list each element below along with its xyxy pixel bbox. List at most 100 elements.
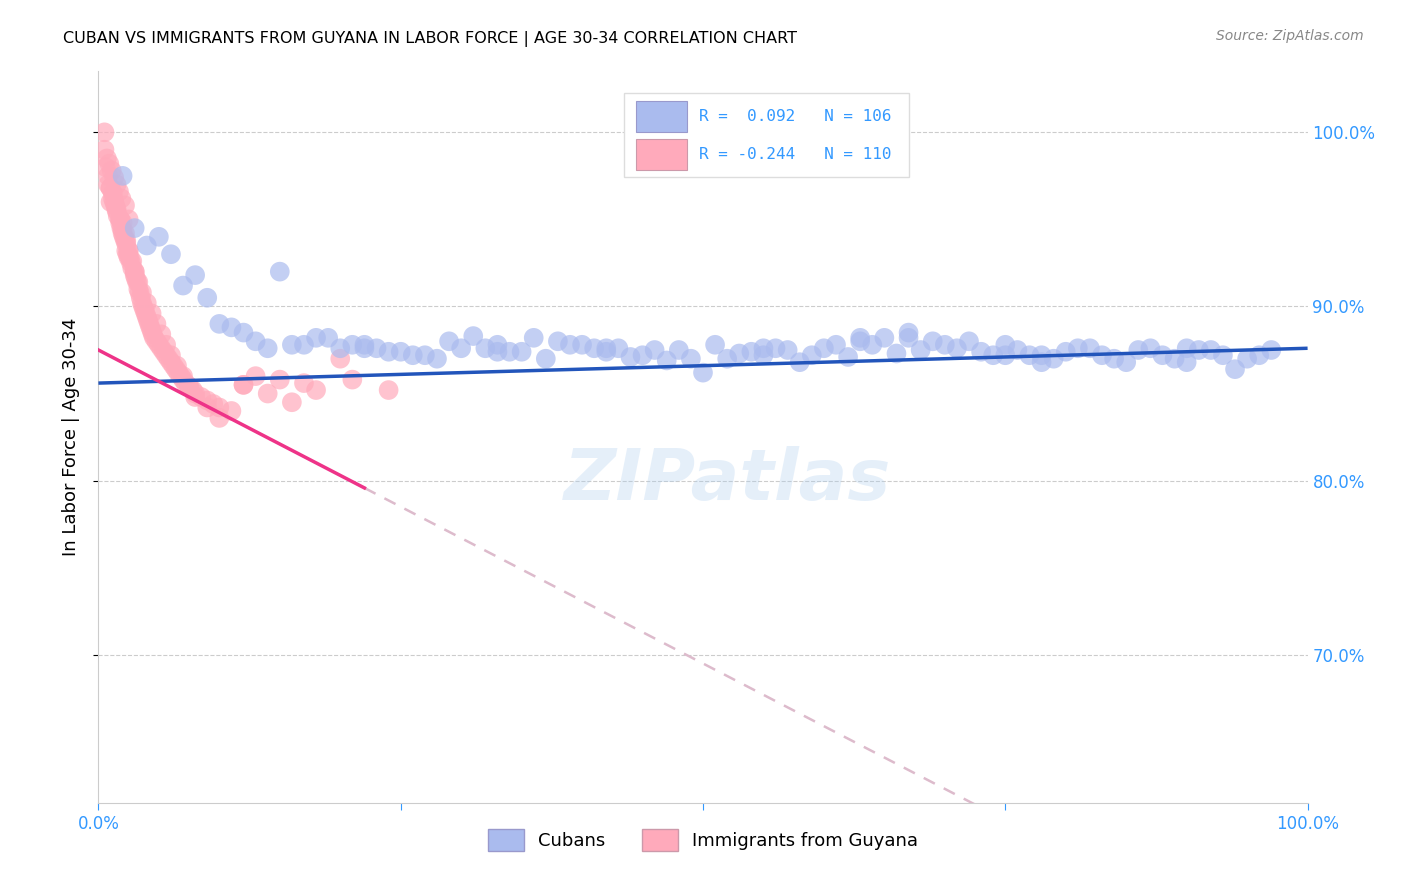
Point [195, 393, 218, 408]
Point [994, 338, 1017, 352]
Point [981, 348, 1004, 362]
Point [124, 265, 146, 279]
Point [897, 331, 920, 345]
Point [141, 306, 163, 320]
Point [256, 341, 278, 355]
Point [135, 238, 157, 252]
Point [1054, 344, 1077, 359]
Point [105, 202, 128, 216]
Point [595, 341, 617, 355]
Point [897, 326, 920, 340]
Point [179, 379, 201, 393]
Point [232, 326, 254, 340]
Point [121, 254, 143, 268]
Point [1223, 362, 1246, 376]
Point [103, 194, 125, 209]
Point [118, 212, 141, 227]
Point [202, 397, 225, 411]
Point [740, 344, 762, 359]
Point [1212, 348, 1234, 362]
Point [1163, 351, 1185, 366]
Point [668, 343, 690, 357]
Point [208, 317, 231, 331]
Point [510, 344, 533, 359]
Point [655, 353, 678, 368]
Point [111, 169, 134, 183]
Point [571, 338, 593, 352]
Point [131, 285, 153, 300]
Point [150, 327, 173, 342]
FancyBboxPatch shape [624, 94, 908, 178]
Point [127, 275, 149, 289]
Point [269, 265, 291, 279]
Point [93, 125, 115, 139]
Point [181, 383, 204, 397]
Point [595, 344, 617, 359]
Point [607, 341, 630, 355]
Point [486, 344, 509, 359]
Point [157, 351, 180, 366]
Point [342, 373, 364, 387]
Point [765, 341, 787, 355]
Point [281, 395, 304, 409]
Point [1031, 355, 1053, 369]
Point [752, 348, 775, 362]
Point [98, 156, 121, 170]
Point [107, 209, 129, 223]
Point [167, 366, 190, 380]
Point [145, 334, 167, 349]
Point [329, 351, 352, 366]
Text: CUBAN VS IMMIGRANTS FROM GUYANA IN LABOR FORCE | AGE 30-34 CORRELATION CHART: CUBAN VS IMMIGRANTS FROM GUYANA IN LABOR… [63, 31, 797, 47]
Point [752, 341, 775, 355]
Point [873, 331, 896, 345]
Point [145, 317, 167, 331]
Point [136, 313, 159, 327]
Point [232, 377, 254, 392]
Point [179, 379, 201, 393]
Point [160, 355, 183, 369]
Point [1260, 343, 1282, 357]
Point [139, 320, 162, 334]
Point [148, 229, 170, 244]
Point [118, 244, 141, 258]
Point [934, 338, 956, 352]
Point [108, 185, 131, 199]
Point [316, 331, 339, 345]
Point [174, 376, 197, 390]
Point [1199, 343, 1222, 357]
Point [860, 338, 883, 352]
Point [1249, 348, 1271, 362]
Point [305, 331, 328, 345]
Point [141, 324, 163, 338]
FancyBboxPatch shape [637, 139, 688, 170]
Point [160, 247, 183, 261]
Point [132, 300, 155, 314]
Point [135, 306, 157, 320]
Point [221, 320, 243, 334]
Point [921, 334, 943, 349]
Point [849, 331, 872, 345]
Point [377, 344, 399, 359]
Point [305, 383, 328, 397]
Point [1115, 355, 1137, 369]
Point [114, 227, 136, 241]
Point [800, 348, 823, 362]
Point [692, 366, 714, 380]
Point [172, 369, 194, 384]
Point [474, 341, 496, 355]
Point [583, 341, 606, 355]
Point [1128, 343, 1150, 357]
Point [1188, 343, 1211, 357]
Point [245, 369, 267, 384]
Point [245, 334, 267, 349]
Point [118, 251, 141, 265]
Point [957, 334, 980, 349]
Point [142, 327, 165, 342]
Point [1067, 341, 1090, 355]
Point [946, 341, 969, 355]
Point [1018, 348, 1040, 362]
Point [377, 383, 399, 397]
Point [152, 344, 174, 359]
Point [111, 223, 134, 237]
Point [118, 244, 141, 258]
